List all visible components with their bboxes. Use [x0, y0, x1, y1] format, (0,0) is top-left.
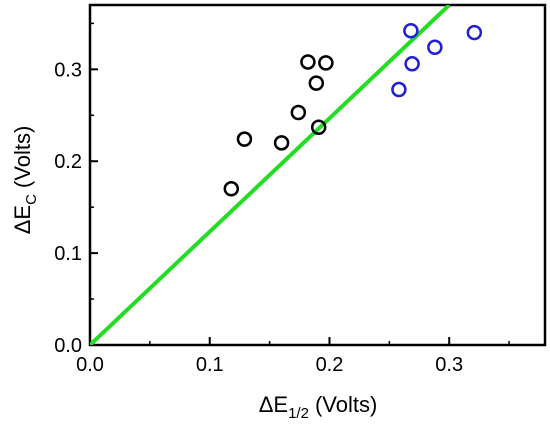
- data-point: [308, 75, 325, 91]
- y-axis-label: ΔEC (Volts): [10, 126, 40, 235]
- data-point: [318, 55, 334, 71]
- fit-line: [90, 5, 451, 345]
- y-axis-label-main: ΔE: [10, 205, 35, 234]
- data-point: [391, 81, 407, 98]
- y-tick-label: 0.3: [54, 59, 82, 81]
- data-point: [427, 39, 443, 56]
- data-point: [273, 135, 290, 151]
- data-point: [403, 22, 419, 39]
- data-point: [223, 181, 240, 197]
- x-axis-label-unit: (Volts): [315, 392, 377, 417]
- data-point: [236, 131, 253, 147]
- x-tick-label: 0.0: [76, 354, 104, 376]
- data-point: [466, 24, 483, 41]
- data-point: [310, 119, 327, 135]
- y-tick-label: 0.1: [54, 243, 82, 265]
- y-axis-label-unit: (Volts): [10, 126, 35, 188]
- x-axis-label-sub: 1/2: [288, 405, 309, 422]
- data-point: [290, 104, 307, 121]
- data-point: [404, 56, 420, 72]
- x-axis-label: ΔE1/2 (Volts): [259, 392, 378, 422]
- x-tick-label: 0.3: [435, 354, 463, 376]
- plot-frame: [88, 3, 547, 347]
- x-tick-label: 0.2: [316, 354, 344, 376]
- y-tick-label: 0.2: [54, 151, 82, 173]
- x-tick-label: 0.1: [196, 354, 224, 376]
- x-axis-label-main: ΔE: [259, 392, 288, 417]
- data-point: [300, 54, 316, 70]
- plot-area: [90, 5, 483, 345]
- axis-ticks: 0.0 0.1 0.2 0.3 0.0 0.1 0.2 0.3: [54, 22, 510, 376]
- y-axis-label-sub: C: [23, 194, 40, 205]
- y-tick-label: 0.0: [54, 335, 82, 357]
